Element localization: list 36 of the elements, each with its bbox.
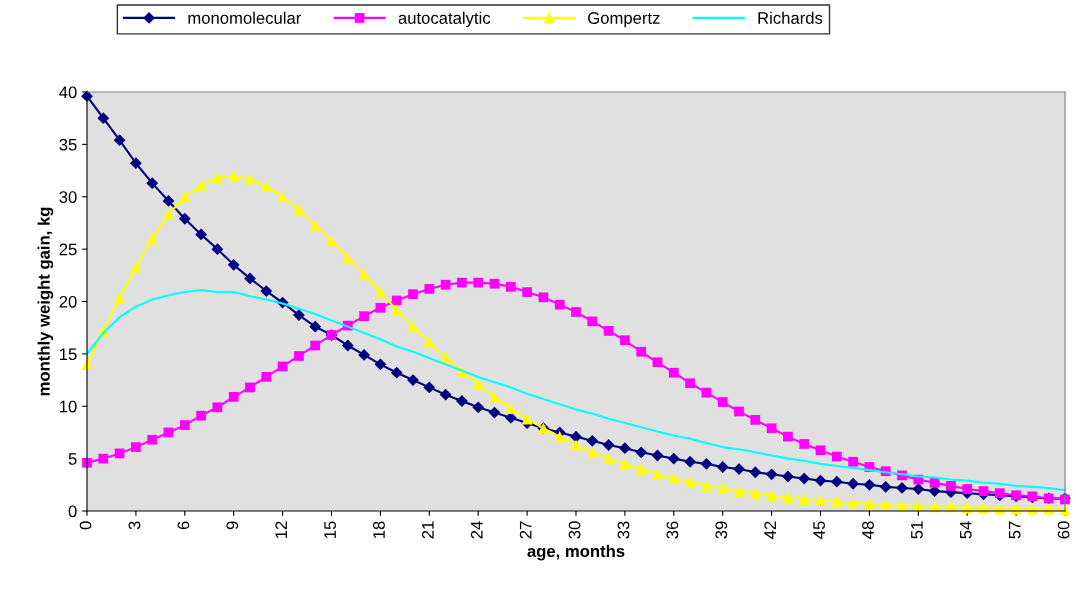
x-tick-label: 33 — [617, 521, 630, 539]
legend-label: monomolecular — [188, 11, 302, 24]
x-tick-label: 15 — [324, 521, 336, 538]
y-tick-label: 15 — [60, 348, 77, 361]
legend-label: Gompertz — [588, 12, 660, 28]
x-tick-label: 45 — [813, 521, 825, 539]
x-tick-label: 21 — [421, 521, 434, 539]
y-tick-label: 5 — [68, 453, 77, 465]
y-tick-label: 40 — [59, 86, 77, 99]
legend-label: autocatalytic — [398, 11, 491, 28]
y-tick-label: 25 — [59, 243, 77, 256]
x-tick-label: 51 — [911, 521, 923, 539]
x-tick-label: 18 — [373, 521, 385, 538]
y-tick-label: 0 — [68, 505, 77, 518]
legend-label: Richards — [758, 11, 823, 24]
x-tick-label: 24 — [470, 521, 483, 539]
x-tick-label: 3 — [128, 521, 141, 530]
x-tick-label: 57 — [1008, 521, 1021, 539]
x-tick-label: 42 — [764, 521, 776, 539]
x-tick-label: 6 — [177, 521, 190, 530]
x-tick-label: 48 — [862, 521, 874, 539]
x-tick-label: 12 — [275, 521, 287, 538]
x-tick-label: 39 — [715, 521, 728, 539]
x-tick-label: 27 — [519, 521, 532, 539]
y-tick-label: 10 — [60, 400, 77, 413]
x-axis-title: age, months — [527, 544, 625, 561]
x-tick-label: 54 — [960, 521, 972, 539]
x-tick-label: 30 — [568, 521, 581, 539]
y-axis-title: monthly weight gain, kg — [37, 207, 54, 396]
y-tick-label: 30 — [59, 191, 77, 203]
x-tick-label: 9 — [226, 521, 239, 530]
y-tick-label: 20 — [59, 295, 77, 308]
x-tick-label: 0 — [79, 521, 92, 530]
y-tick-label: 35 — [59, 138, 77, 151]
x-tick-label: 36 — [666, 521, 679, 539]
x-tick-label: 60 — [1057, 521, 1070, 539]
